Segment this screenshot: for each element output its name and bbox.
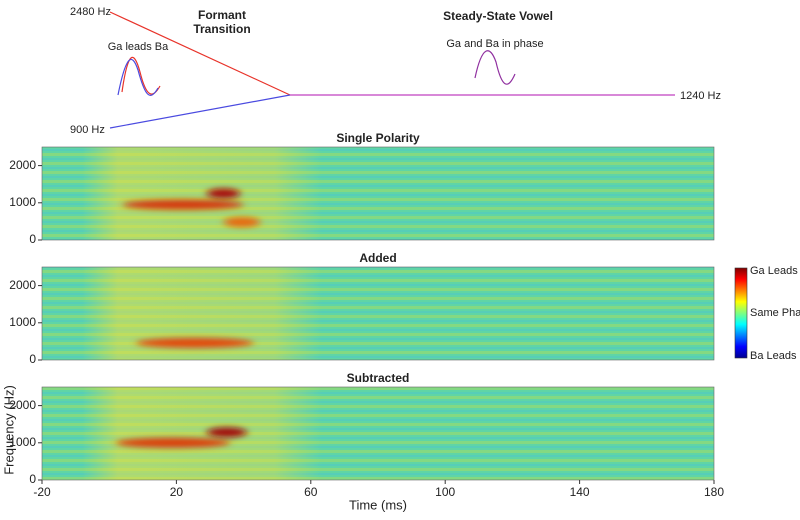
x-tick-label: 60: [304, 485, 318, 499]
panel-title: Single Polarity: [336, 131, 420, 145]
hotspot: [115, 437, 231, 448]
x-tick-label: -20: [33, 485, 51, 499]
colorbar-label: Ga Leads: [750, 265, 798, 277]
formant-line: [109, 11, 291, 96]
panel-title: Added: [359, 251, 396, 265]
x-tick-label: 20: [170, 485, 184, 499]
y-tick-label: 2000: [9, 398, 36, 412]
colorbar: [734, 267, 748, 359]
hotspot: [206, 188, 241, 199]
y-tick-label: 0: [29, 232, 36, 246]
x-tick-label: 140: [570, 485, 590, 499]
schematic: 2480 Hz 900 Hz 1240 Hz Ga leads Ba Ga an…: [70, 6, 721, 136]
formant-line: [109, 94, 291, 129]
y-tick-label: 0: [29, 352, 36, 366]
section-title: Steady-State Vowel: [443, 9, 553, 23]
plot-frame: [41, 146, 715, 241]
sine-ga: [121, 56, 161, 95]
x-tick-label: 180: [704, 485, 724, 499]
heatmap-glow: [82, 387, 322, 480]
sine-ba: [117, 58, 159, 96]
section-title: Formant Transition: [193, 8, 250, 36]
note: Ga and Ba in phase: [446, 38, 543, 50]
y-tick-label: 0: [29, 472, 36, 486]
y-axis-label: Frequency (Hz): [1, 385, 16, 475]
y-tick-label: 1000: [9, 435, 36, 449]
hotspot: [206, 427, 247, 438]
heatmap: [42, 267, 714, 360]
note: Ga leads Ba: [108, 41, 169, 53]
freq-label: 1240 Hz: [680, 90, 721, 102]
y-tick-label: 1000: [9, 315, 36, 329]
colorbar-label: Ba Leads: [750, 350, 797, 362]
freq-label: 2480 Hz: [70, 6, 111, 18]
x-tick-label: 100: [435, 485, 455, 499]
plot-frame: [41, 266, 715, 361]
y-tick-label: 2000: [9, 278, 36, 292]
y-tick-label: 2000: [9, 158, 36, 172]
freq-label: 900 Hz: [70, 124, 105, 136]
hotspot: [223, 217, 261, 228]
heatmap: [42, 387, 714, 480]
sine-phase: [474, 50, 516, 85]
heatmap: [42, 147, 714, 240]
colorbar-label: Same Phase: [750, 307, 800, 319]
hotspot: [122, 199, 244, 210]
hotspot: [136, 337, 254, 348]
heatmap-glow: [82, 147, 322, 240]
panel-title: Subtracted: [347, 371, 410, 385]
y-tick-label: 1000: [9, 195, 36, 209]
plot-frame: [41, 386, 715, 481]
x-axis-label: Time (ms): [349, 497, 407, 512]
